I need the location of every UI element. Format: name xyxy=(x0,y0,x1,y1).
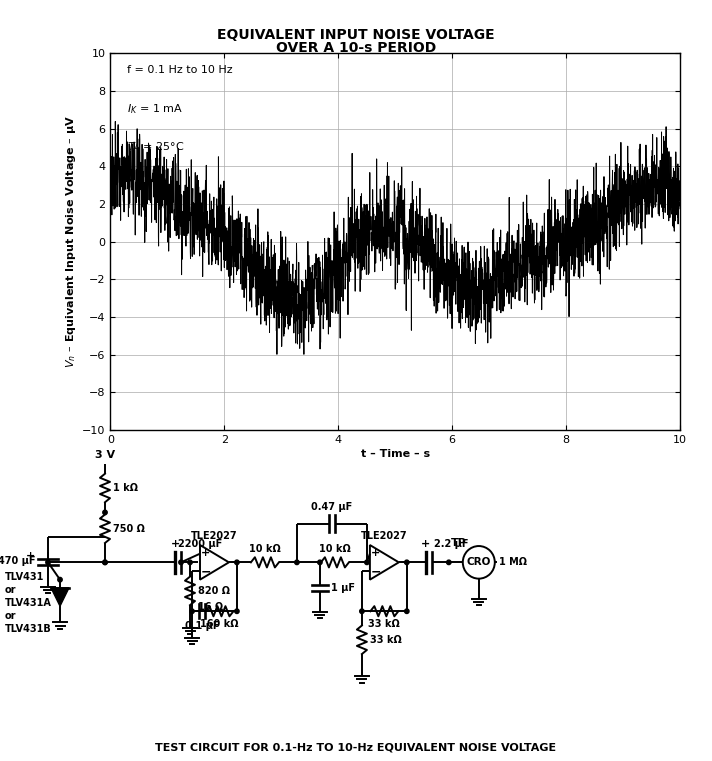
Text: 33 kΩ: 33 kΩ xyxy=(369,619,400,629)
Text: TLE2027: TLE2027 xyxy=(361,531,408,541)
Text: 1 MΩ: 1 MΩ xyxy=(499,557,527,568)
Text: 2200 µF: 2200 µF xyxy=(178,539,222,549)
Circle shape xyxy=(190,609,194,613)
Text: 10 kΩ: 10 kΩ xyxy=(319,544,351,554)
Circle shape xyxy=(365,560,369,565)
Text: OVER A 10-s PERIOD: OVER A 10-s PERIOD xyxy=(276,41,436,55)
Text: 0.47 µF: 0.47 µF xyxy=(311,502,352,512)
Text: TLV431
or
TLV431A
or
TLV431B: TLV431 or TLV431A or TLV431B xyxy=(5,572,52,635)
Text: 0.1 µF: 0.1 µF xyxy=(184,622,219,632)
Text: +: + xyxy=(371,548,380,558)
Circle shape xyxy=(318,560,322,565)
Text: 1 µF: 1 µF xyxy=(331,583,355,593)
Circle shape xyxy=(188,560,192,565)
Text: 3 V: 3 V xyxy=(95,451,115,460)
Text: 16 Ω: 16 Ω xyxy=(198,602,223,612)
Text: CRO: CRO xyxy=(466,557,491,568)
Text: TEST CIRCUIT FOR 0.1-Hz TO 10-Hz EQUIVALENT NOISE VOLTAGE: TEST CIRCUIT FOR 0.1-Hz TO 10-Hz EQUIVAL… xyxy=(155,743,557,753)
Circle shape xyxy=(103,560,108,565)
Text: 33 kΩ: 33 kΩ xyxy=(370,635,402,645)
Circle shape xyxy=(235,609,239,613)
Text: +: + xyxy=(26,551,35,561)
Text: +: + xyxy=(422,539,431,549)
Circle shape xyxy=(295,560,299,565)
Text: 750 Ω: 750 Ω xyxy=(113,524,145,533)
Circle shape xyxy=(103,510,108,514)
Text: $I_K$ = 1 mA: $I_K$ = 1 mA xyxy=(127,102,184,116)
Text: 1 kΩ: 1 kΩ xyxy=(113,483,138,493)
Y-axis label: $V_n$ – Equivalent Input Noise Voltage – µV: $V_n$ – Equivalent Input Noise Voltage –… xyxy=(64,115,78,368)
Polygon shape xyxy=(51,587,69,607)
Text: f = 0.1 Hz to 10 Hz: f = 0.1 Hz to 10 Hz xyxy=(127,65,233,75)
Circle shape xyxy=(103,560,108,565)
Text: $T_A$ = 25°C: $T_A$ = 25°C xyxy=(127,140,185,154)
Text: EQUIVALENT INPUT NOISE VOLTAGE: EQUIVALENT INPUT NOISE VOLTAGE xyxy=(217,28,495,42)
Text: +: + xyxy=(170,539,179,549)
Circle shape xyxy=(446,560,451,565)
Text: 2.2 µF: 2.2 µF xyxy=(434,539,468,549)
Circle shape xyxy=(404,560,409,565)
Text: 10 kΩ: 10 kΩ xyxy=(249,544,281,554)
Text: 820 Ω: 820 Ω xyxy=(198,586,230,596)
Circle shape xyxy=(360,609,364,613)
Circle shape xyxy=(46,560,51,565)
Text: +: + xyxy=(201,548,211,558)
Text: TLE2027: TLE2027 xyxy=(191,531,238,541)
Text: TP: TP xyxy=(451,538,466,548)
Text: 160 kΩ: 160 kΩ xyxy=(200,619,239,629)
Circle shape xyxy=(58,578,62,582)
Text: −: − xyxy=(371,565,381,578)
Circle shape xyxy=(404,609,409,613)
X-axis label: t – Time – s: t – Time – s xyxy=(360,449,430,459)
Circle shape xyxy=(179,560,183,565)
Text: −: − xyxy=(201,565,211,578)
Circle shape xyxy=(235,560,239,565)
Text: 470 µF: 470 µF xyxy=(0,556,35,566)
